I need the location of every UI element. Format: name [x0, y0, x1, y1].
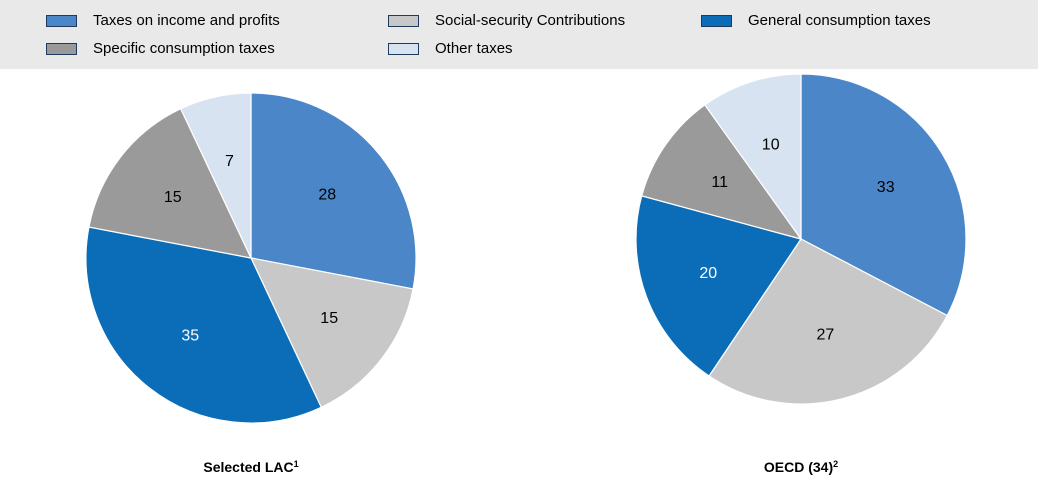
pie-label-lac-ssc: 15: [320, 310, 338, 327]
pie-label-oecd-ssc: 27: [817, 327, 835, 344]
pie-slice-oecd-specific: [640, 104, 803, 241]
legend-swatch-other: [388, 42, 419, 55]
legend-label-general: General consumption taxes: [748, 12, 931, 29]
pie-title-oecd-footnote: 2: [833, 459, 839, 469]
legend-item-specific: Specific consumption taxes: [46, 40, 275, 57]
legend-label-specific: Specific consumption taxes: [93, 40, 275, 57]
pie-charts: 28 15 35 15 7 33 27 20 11 10: [85, 73, 967, 424]
legend-label-other: Other taxes: [435, 40, 513, 57]
pie-slice-lac-income: [250, 92, 417, 290]
pie-label-oecd-general: 20: [699, 265, 717, 282]
pie-label-oecd-specific: 11: [711, 174, 728, 191]
legend-item-other: Other taxes: [388, 40, 513, 57]
pie-title-lac-text: Selected LAC: [203, 459, 294, 475]
pie-label-lac-other: 7: [225, 153, 234, 170]
pie-title-lac: Selected LAC1: [203, 459, 298, 475]
legend-label-ssc: Social-security Contributions: [435, 12, 626, 29]
legend-swatch-specific: [46, 42, 77, 55]
pie-slice-oecd-general: [635, 195, 802, 377]
legend-swatch-income: [46, 14, 77, 27]
pie-title-lac-footnote: 1: [293, 459, 299, 469]
pie-label-oecd-income: 33: [877, 179, 895, 196]
pie-label-lac-income: 28: [318, 186, 336, 203]
legend-label-income: Taxes on income and profits: [93, 12, 280, 29]
pie-slice-lac-specific: [88, 107, 253, 259]
pie-title-oecd-text: OECD (34): [763, 459, 834, 475]
chart-legend: Taxes on income and profits Social-secur…: [0, 0, 1038, 69]
pie-slice-oecd-income: [800, 73, 967, 317]
legend-item-ssc: Social-security Contributions: [388, 12, 625, 29]
pie-slice-lac-other: [179, 92, 252, 259]
pie-slice-lac-general: [85, 226, 323, 424]
pie-title-oecd: OECD (34)2: [764, 459, 838, 475]
legend-item-income: Taxes on income and profits: [46, 12, 280, 29]
legend-swatch-ssc: [388, 14, 419, 27]
pie-label-lac-specific: 15: [164, 189, 182, 206]
pie-slice-oecd-ssc: [708, 238, 949, 405]
pie-slice-oecd-other: [704, 73, 802, 241]
legend-item-general: General consumption taxes: [701, 12, 931, 29]
pie-slice-lac-ssc: [249, 257, 414, 409]
pie-label-oecd-other: 10: [762, 136, 780, 153]
legend-swatch-general: [701, 14, 732, 27]
pie-label-lac-general: 35: [181, 328, 199, 345]
